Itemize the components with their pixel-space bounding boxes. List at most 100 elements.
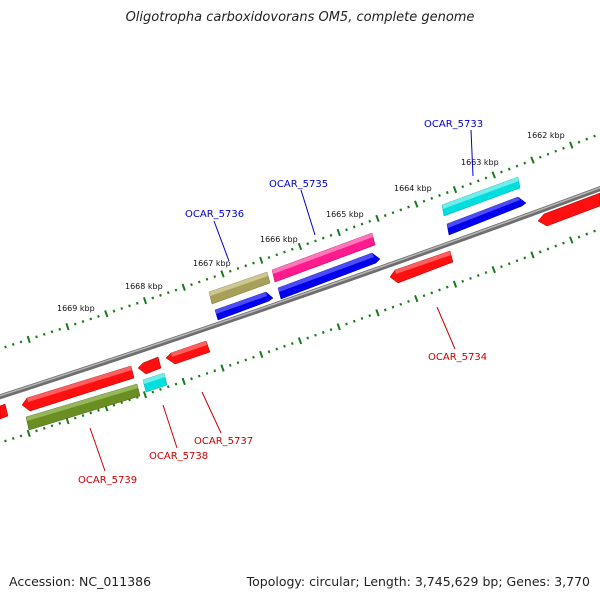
minor-tick	[383, 214, 387, 218]
major-tick	[336, 323, 341, 331]
minor-tick	[73, 322, 77, 326]
minor-tick	[159, 387, 162, 391]
minor-tick	[515, 164, 519, 168]
major-tick	[220, 270, 225, 278]
minor-tick	[112, 403, 116, 407]
minor-tick	[213, 275, 217, 279]
minor-tick	[360, 316, 364, 320]
minor-tick	[197, 280, 201, 284]
major-tick	[336, 228, 341, 237]
major-tick	[375, 309, 380, 317]
minor-tick	[484, 176, 488, 180]
minor-tick	[166, 385, 170, 389]
major-tick	[142, 391, 148, 399]
minor-tick	[306, 336, 310, 340]
minor-tick	[35, 429, 38, 433]
outer-tick-row	[4, 134, 596, 349]
gene-label-ocar-5737[interactable]: OCAR_5737	[194, 436, 253, 447]
minor-tick	[244, 358, 248, 362]
minor-tick	[585, 232, 589, 236]
minor-tick	[391, 211, 395, 215]
kbp-label: 1668 kbp	[125, 282, 163, 291]
minor-tick	[554, 244, 558, 248]
gene-label-ocar-5733[interactable]: OCAR_5733	[424, 119, 483, 130]
minor-tick	[507, 167, 511, 171]
minor-tick	[73, 416, 77, 420]
minor-tick	[290, 247, 294, 251]
major-tick	[569, 141, 574, 149]
gene-label-ocar-5738[interactable]: OCAR_5738	[149, 451, 208, 462]
minor-tick	[399, 302, 403, 306]
minor-tick	[135, 301, 139, 305]
minor-tick	[562, 241, 565, 245]
major-tick	[452, 185, 458, 194]
minor-tick	[422, 294, 426, 298]
minor-tick	[593, 229, 596, 233]
minor-tick	[42, 332, 46, 336]
minor-tick	[352, 319, 356, 323]
minor-tick	[267, 350, 271, 354]
minor-tick	[321, 236, 325, 240]
accession-text: Accession: NC_011386	[9, 574, 152, 589]
gene-ocar-5733-cds[interactable]	[446, 196, 527, 236]
genome-backbone	[0, 186, 600, 400]
kbp-label: 1667 kbp	[193, 259, 231, 268]
minor-tick	[430, 196, 434, 200]
minor-tick	[577, 235, 581, 239]
kbp-label: 1665 kbp	[326, 210, 364, 219]
minor-tick	[35, 335, 38, 339]
minor-tick	[4, 345, 7, 349]
major-tick	[259, 350, 264, 359]
minor-tick	[11, 343, 15, 346]
minor-tick	[290, 342, 294, 345]
gene-label-ocar-5739[interactable]: OCAR_5739	[78, 475, 137, 486]
minor-tick	[554, 149, 558, 153]
inner-tick-row	[4, 229, 596, 443]
major-tick	[26, 335, 31, 344]
gene-ocar-5738-feature[interactable]	[137, 356, 162, 375]
minor-tick	[205, 371, 209, 375]
minor-tick	[368, 314, 372, 318]
major-tick	[26, 429, 31, 438]
minor-tick	[515, 259, 519, 263]
minor-tick	[213, 369, 217, 373]
minor-tick	[244, 264, 248, 268]
minor-tick	[166, 291, 170, 295]
minor-tick	[228, 269, 232, 273]
minor-tick	[89, 411, 93, 415]
minor-tick	[399, 208, 403, 212]
minor-tick	[438, 193, 441, 197]
minor-tick	[507, 262, 511, 266]
minor-tick	[476, 179, 480, 183]
gene-labels: OCAR_5733 OCAR_5734 OCAR_5735 OCAR_5736 …	[78, 119, 487, 486]
gene-label-ocar-5736[interactable]: OCAR_5736	[185, 209, 244, 220]
minor-tick	[112, 309, 116, 313]
kbp-scale: 1669 kbp 1668 kbp 1667 kbp 1666 kbp 1665…	[57, 131, 565, 313]
minor-tick	[58, 421, 62, 425]
minor-tick	[283, 344, 286, 348]
kbp-label: 1669 kbp	[57, 304, 95, 313]
kbp-label: 1664 kbp	[394, 184, 432, 193]
major-tick	[569, 236, 574, 244]
minor-tick	[228, 363, 232, 367]
gene-partial-right[interactable]	[537, 192, 600, 227]
minor-tick	[314, 333, 317, 337]
gene-partial-left[interactable]	[0, 403, 9, 420]
reverse-strand-genes	[0, 250, 454, 431]
minor-tick	[407, 205, 410, 209]
minor-tick	[81, 414, 85, 418]
minor-tick	[329, 233, 333, 237]
minor-tick	[430, 291, 434, 295]
minor-tick	[461, 185, 465, 189]
minor-tick	[523, 161, 527, 165]
minor-tick	[58, 327, 62, 331]
gene-label-ocar-5734[interactable]: OCAR_5734	[428, 352, 487, 363]
minor-tick	[461, 279, 465, 283]
minor-tick	[19, 434, 23, 438]
major-tick	[491, 171, 496, 179]
gene-label-ocar-5735[interactable]: OCAR_5735	[269, 179, 328, 190]
minor-tick	[283, 250, 286, 254]
minor-tick	[190, 283, 193, 287]
minor-tick	[252, 355, 255, 359]
